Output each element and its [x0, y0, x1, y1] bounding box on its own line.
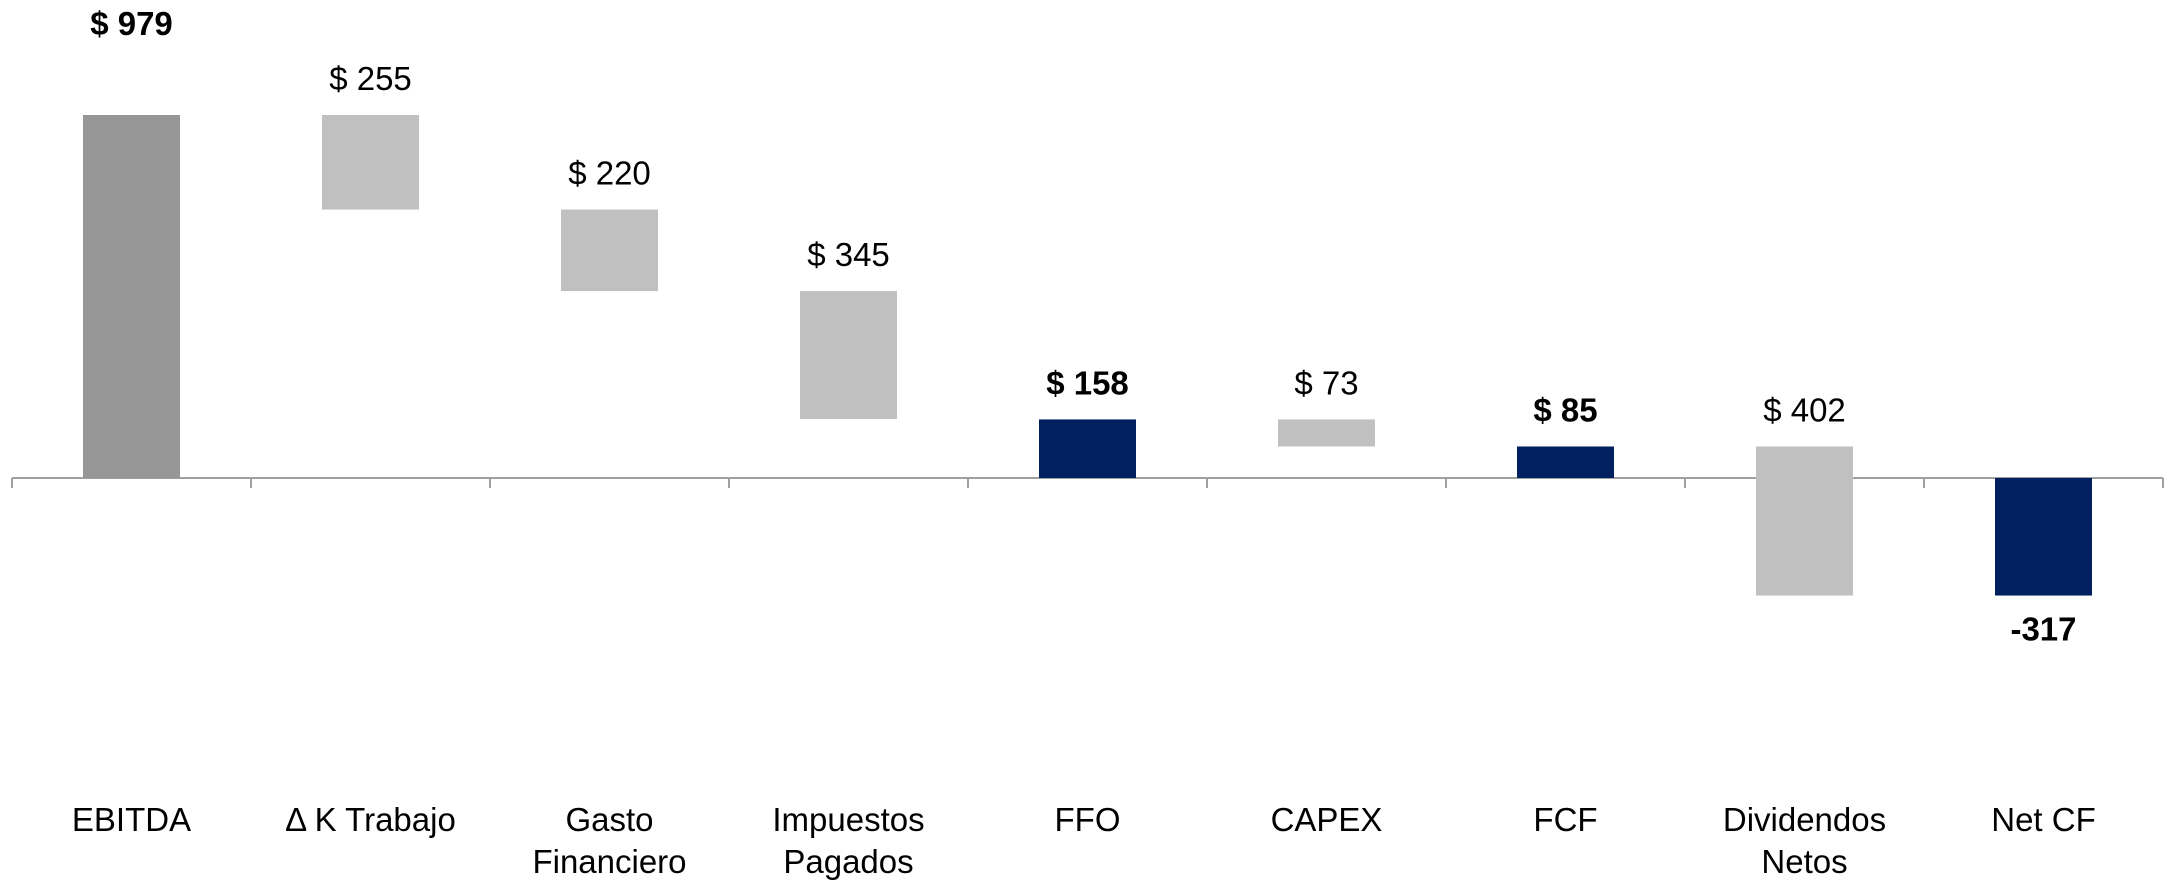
bar — [561, 209, 658, 292]
bar — [1517, 446, 1614, 478]
value-label: $ 255 — [329, 60, 412, 97]
value-label: $ 85 — [1533, 391, 1597, 428]
bar — [1039, 419, 1136, 478]
value-label: $ 220 — [568, 155, 651, 192]
x-tick-label: FFO — [1055, 801, 1121, 838]
bar — [800, 291, 897, 420]
value-label: $ 73 — [1294, 364, 1358, 401]
bar — [322, 115, 419, 210]
x-tick-label: EBITDA — [72, 801, 191, 838]
x-tick-label: Net CF — [1991, 801, 2096, 838]
value-label: $ 979 — [90, 5, 173, 42]
bar — [1756, 446, 1853, 596]
x-tick-label: Dividendos — [1723, 801, 1886, 838]
x-tick-label: Gasto — [565, 801, 653, 838]
value-label: $ 158 — [1046, 364, 1129, 401]
value-label: $ 402 — [1763, 391, 1846, 428]
value-label: $ 345 — [807, 236, 890, 273]
bar — [83, 115, 180, 478]
x-tick-label: Pagados — [783, 843, 913, 880]
bar — [1278, 419, 1375, 447]
x-tick-label: Netos — [1761, 843, 1847, 880]
x-tick-label: Impuestos — [772, 801, 924, 838]
value-label: -317 — [2010, 611, 2076, 648]
x-tick-label: Financiero — [532, 843, 686, 880]
bar — [1995, 478, 2092, 596]
x-tick-label: FCF — [1533, 801, 1597, 838]
x-tick-label: CAPEX — [1271, 801, 1383, 838]
x-tick-label: Δ K Trabajo — [285, 801, 456, 838]
